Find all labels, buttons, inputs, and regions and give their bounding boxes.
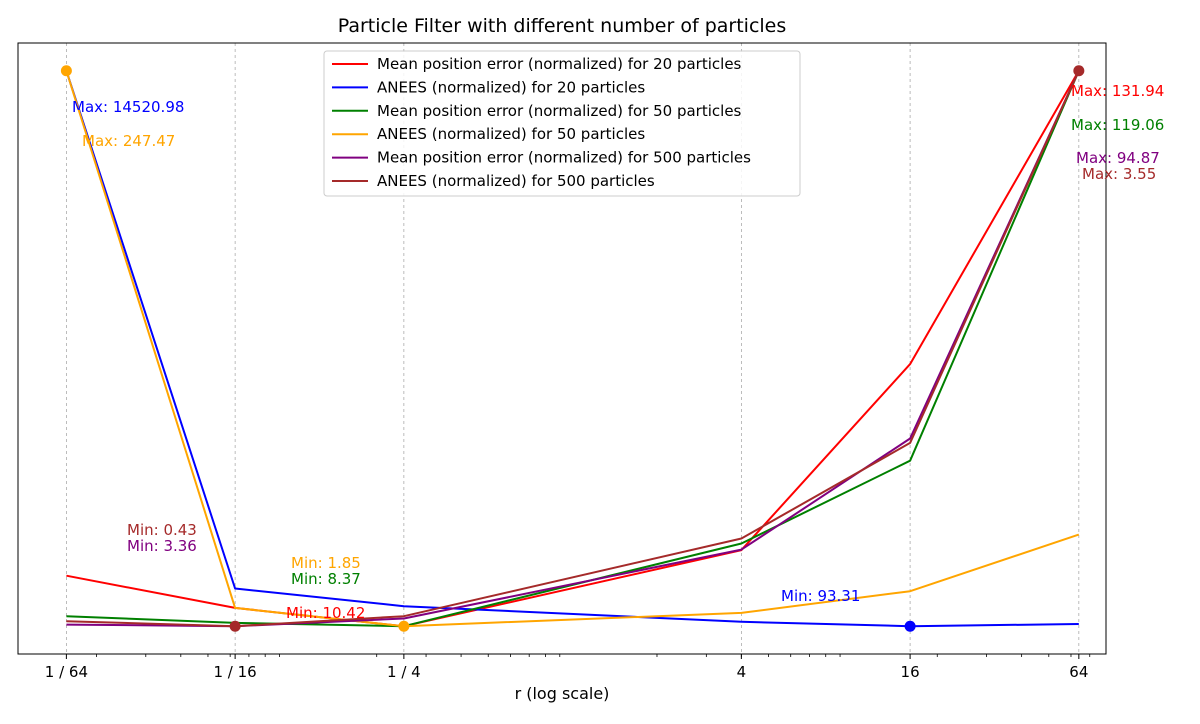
annotation-label: Min: 1.85 xyxy=(291,554,361,572)
data-point-marker xyxy=(1073,65,1085,77)
series-line-2 xyxy=(65,70,1079,628)
annotation-label: Min: 8.37 xyxy=(291,570,361,588)
x-tick-label: 64 xyxy=(1069,663,1088,681)
annotation-label: Min: 3.36 xyxy=(127,537,197,555)
legend-entry: ANEES (normalized) for 20 particles xyxy=(377,78,645,96)
series-line-1 xyxy=(66,70,1080,628)
x-axis-label: r (log scale) xyxy=(515,684,610,703)
series-line-6 xyxy=(66,70,1080,628)
annotation-label: Min: 10.42 xyxy=(286,604,365,622)
x-tick-label: 16 xyxy=(901,663,920,681)
marker-layer xyxy=(60,65,1085,632)
chart-title: Particle Filter with different number of… xyxy=(338,15,787,37)
legend-entry: Mean position error (normalized) for 50 … xyxy=(377,102,742,120)
plot-frame xyxy=(17,42,1107,655)
annotation-label: Max: 3.55 xyxy=(1082,165,1156,183)
x-axis: 1 / 64 1 / 16 1 / 4 4 16 64 xyxy=(45,654,1091,681)
annotation-label: Min: 0.43 xyxy=(127,521,197,539)
data-point-marker xyxy=(60,65,72,77)
data-point-marker xyxy=(398,620,410,632)
legend-entry: ANEES (normalized) for 500 particles xyxy=(377,172,655,190)
legend-entry: Mean position error (normalized) for 500… xyxy=(377,149,751,167)
x-tick-label: 1 / 4 xyxy=(387,663,421,681)
series-layer xyxy=(65,70,1080,628)
annotation-layer: Max: 14520.98 Max: 247.47 Max: 131.94 Max: … xyxy=(72,82,1164,622)
x-tick-label: 4 xyxy=(737,663,747,681)
annotation-label: Max: 247.47 xyxy=(82,132,175,150)
x-tick-label: 1 / 64 xyxy=(45,663,88,681)
annotation-label: Max: 94.87 xyxy=(1076,149,1160,167)
legend: Mean position error (normalized) for 20 … xyxy=(323,50,801,197)
legend-entry: ANEES (normalized) for 50 particles xyxy=(377,125,645,143)
annotation-label: Min: 93.31 xyxy=(781,587,860,605)
annotation-label: Max: 119.06 xyxy=(1071,116,1164,134)
annotation-label: Max: 131.94 xyxy=(1071,82,1164,100)
legend-entry: Mean position error (normalized) for 20 … xyxy=(377,55,742,73)
data-point-marker xyxy=(904,620,916,632)
legend-box xyxy=(323,50,801,197)
annotation-label: Max: 14520.98 xyxy=(72,98,184,116)
x-tick-label: 1 / 16 xyxy=(214,663,257,681)
data-point-marker xyxy=(229,620,241,632)
series-line-4 xyxy=(65,70,1080,628)
